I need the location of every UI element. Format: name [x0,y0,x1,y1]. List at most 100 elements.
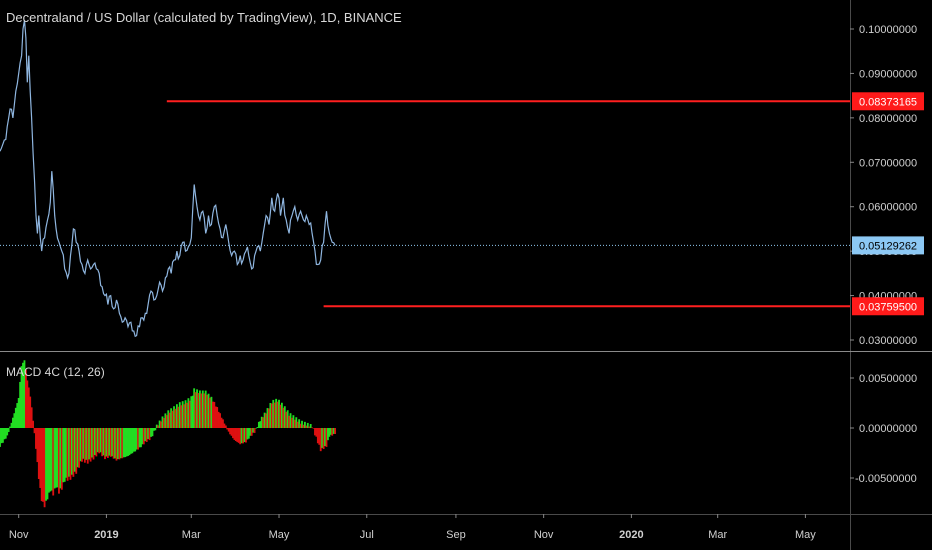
macd-bar [279,404,282,428]
macd-bar [173,406,175,428]
macd-bar [9,426,11,428]
macd-bar [1,428,4,443]
macd-bar [14,407,17,428]
macd-bar [32,420,34,428]
macd-bar [40,428,43,502]
macd-bar [88,428,91,460]
macd-bar [69,428,72,480]
macd-bar [145,428,148,442]
macd-bar [129,428,132,454]
price-tick-label: 0.09000000 [859,68,917,80]
macd-bar [127,428,129,456]
macd-bar [35,428,37,449]
macd-bar [296,421,299,428]
macd-bar [207,393,210,428]
macd-bar [114,428,116,459]
macd-bar [144,428,147,442]
macd-bar [229,428,232,435]
macd-bar [13,413,16,428]
macd-bar [243,428,246,443]
macd-bar [109,428,112,457]
price-levels [0,100,850,308]
macd-bar [197,393,200,428]
macd-bar [210,396,213,428]
macd-tick-label: 0.00500000 [859,373,917,385]
macd-bar [224,425,227,428]
macd-bar [147,428,150,439]
macd-bar [259,421,262,428]
macd-bar [324,428,326,447]
price-tick-label: 0.06000000 [859,202,917,214]
macd-bar [331,428,334,436]
macd-bar [322,428,325,450]
macd-bar [45,428,47,501]
macd-bar [245,428,247,443]
macd-bar [289,413,292,428]
macd-bar [183,404,186,428]
macd-bar [222,419,224,428]
macd-bar [199,390,201,428]
time-tick-label: May [795,529,816,541]
price-badge [852,92,924,111]
macd-bar [200,393,203,428]
macd-bar [158,420,161,428]
macd-bar [47,428,50,493]
macd-bar [16,403,19,428]
macd-bar [272,399,275,428]
macd-bar [49,428,52,492]
macd-bar [295,417,298,428]
macd-bar [223,423,226,428]
macd-bar [311,427,314,428]
macd-bar [298,419,301,428]
macd-bar [118,428,121,460]
macd-bar [171,410,174,428]
macd-bar [253,428,256,433]
macd-bar [96,428,99,453]
macd-bar [291,417,293,428]
macd-bar [0,428,1,447]
time-axis: Nov 2019 Mar May Jul Sep Nov 2020 Mar May [9,514,816,541]
macd-bar [119,428,122,459]
macd-bar [263,412,266,428]
macd-bar [209,397,211,428]
macd-bar [26,380,29,428]
macd-bar [63,428,66,482]
macd-bar [138,428,141,448]
price-badges: 0.08373165 0.03759500 0.05129262 [852,92,924,316]
price-series [0,20,336,338]
macd-bar [106,428,109,458]
macd-bar [217,411,220,428]
macd-bar [250,428,253,436]
price-tick-label: 0.07000000 [859,157,917,169]
macd-bar [305,425,308,428]
macd-bar [177,406,180,428]
macd-bar [115,428,118,461]
macd-bar [59,428,62,489]
price-badge-label: 0.08373165 [859,96,917,108]
macd-bar [105,428,108,457]
macd-bar [282,407,285,428]
macd-bar [332,428,335,434]
macd-bar [186,402,188,428]
macd-bar [325,428,328,447]
price-badge [852,236,924,255]
macd-bar [194,392,197,428]
macd-bar [269,402,272,428]
macd-bar [328,428,331,437]
macd-bar [152,428,155,431]
macd-bar [226,428,229,430]
macd-bar [285,411,288,428]
macd-bar [85,428,88,460]
macd-bar [249,428,252,436]
macd-bar [252,428,255,433]
macd-bar [299,423,302,428]
macd-bar [95,428,98,457]
time-tick-label: May [269,529,290,541]
macd-bar [137,428,139,450]
macd-bar [308,426,311,428]
macd-bar [62,428,65,483]
macd-bar [121,428,124,459]
macd-bar [262,417,265,428]
